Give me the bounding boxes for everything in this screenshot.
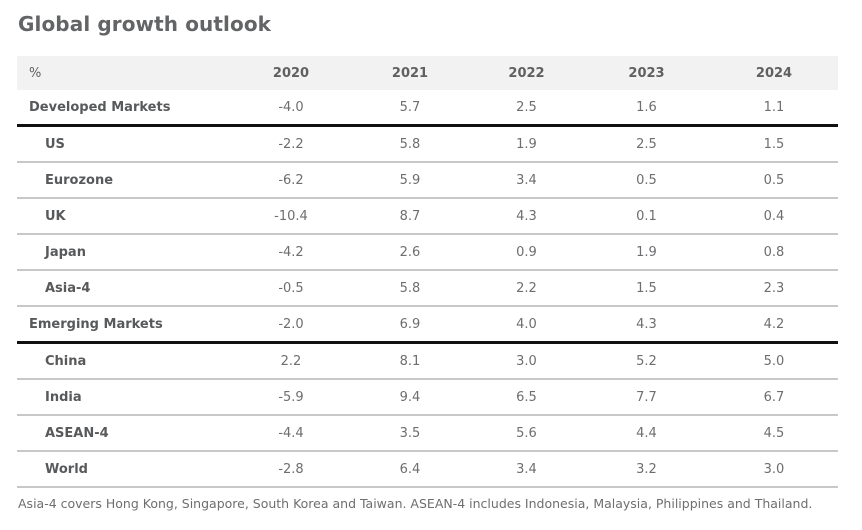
table-cell: 5.0 bbox=[710, 342, 838, 380]
table-cell: 1.5 bbox=[710, 125, 838, 163]
table-cell: -10.4 bbox=[232, 198, 350, 235]
growth-table: % 2020 2021 2022 2023 2024 Developed Markets -… bbox=[17, 56, 838, 488]
table-group-row: Developed Markets -4.0 5.7 2.5 1.6 1.1 bbox=[17, 90, 838, 127]
table-cell: -2.2 bbox=[232, 125, 350, 163]
table-cell: 4.3 bbox=[583, 306, 710, 344]
table-cell: 3.2 bbox=[583, 451, 710, 488]
table-cell: 8.1 bbox=[350, 342, 470, 380]
table-body: Developed Markets -4.0 5.7 2.5 1.6 1.1 US -2.2 5… bbox=[17, 90, 838, 488]
table-cell: 3.0 bbox=[710, 451, 838, 488]
table-cell: 0.5 bbox=[710, 162, 838, 199]
table-cell: 4.5 bbox=[710, 415, 838, 452]
unit-header: % bbox=[29, 65, 42, 81]
table-cell: 1.9 bbox=[583, 234, 710, 271]
table-group-row: Emerging Markets -2.0 6.9 4.0 4.3 4.2 bbox=[17, 306, 838, 344]
table-cell: 2.5 bbox=[583, 125, 710, 163]
table-cell: 1.9 bbox=[470, 125, 583, 163]
table-row: UK -10.4 8.7 4.3 0.1 0.4 bbox=[17, 198, 838, 235]
footnote: Asia-4 covers Hong Kong, Singapore, Sout… bbox=[18, 496, 813, 511]
table-cell: -4.4 bbox=[232, 415, 350, 452]
table-cell: 5.2 bbox=[583, 342, 710, 380]
row-label: UK bbox=[17, 198, 232, 235]
table-cell: 6.5 bbox=[470, 379, 583, 416]
row-label: US bbox=[17, 125, 232, 163]
table-cell: 0.8 bbox=[710, 234, 838, 271]
table-cell: 0.9 bbox=[470, 234, 583, 271]
table-cell: 1.5 bbox=[583, 270, 710, 307]
table-cell: 2.5 bbox=[470, 90, 583, 127]
row-label: Asia-4 bbox=[17, 270, 232, 307]
row-label: Eurozone bbox=[17, 162, 232, 199]
year-header: 2022 bbox=[508, 65, 545, 81]
row-label: Emerging Markets bbox=[17, 306, 232, 344]
table-cell: 7.7 bbox=[583, 379, 710, 416]
table-cell: 4.4 bbox=[583, 415, 710, 452]
year-header: 2020 bbox=[272, 65, 310, 81]
table-cell: 0.1 bbox=[583, 198, 710, 235]
row-label: World bbox=[17, 451, 232, 488]
row-label: India bbox=[17, 379, 232, 416]
table-row: World -2.8 6.4 3.4 3.2 3.0 bbox=[17, 451, 838, 488]
table-cell: 3.4 bbox=[470, 162, 583, 199]
table-row: Eurozone -6.2 5.9 3.4 0.5 0.5 bbox=[17, 162, 838, 199]
table-row: US -2.2 5.8 1.9 2.5 1.5 bbox=[17, 125, 838, 163]
table-cell: -5.9 bbox=[232, 379, 350, 416]
table-cell: 0.4 bbox=[710, 198, 838, 235]
table-cell: 5.9 bbox=[350, 162, 470, 199]
table-cell: 1.6 bbox=[583, 90, 710, 127]
year-header: 2024 bbox=[755, 65, 793, 81]
table-cell: -2.0 bbox=[232, 306, 350, 344]
table-cell: 8.7 bbox=[350, 198, 470, 235]
year-header: 2023 bbox=[628, 65, 665, 81]
table-cell: 3.4 bbox=[470, 451, 583, 488]
row-label: ASEAN-4 bbox=[17, 415, 232, 452]
table-cell: 5.8 bbox=[350, 270, 470, 307]
table-cell: 3.0 bbox=[470, 342, 583, 380]
table-cell: -4.0 bbox=[232, 90, 350, 127]
table-cell: 0.5 bbox=[583, 162, 710, 199]
table-cell: 2.3 bbox=[710, 270, 838, 307]
table-cell: -2.8 bbox=[232, 451, 350, 488]
page-title: Global growth outlook bbox=[18, 12, 272, 36]
table-cell: -6.2 bbox=[232, 162, 350, 199]
table-cell: -4.2 bbox=[232, 234, 350, 271]
table-cell: 6.7 bbox=[710, 379, 838, 416]
row-label: Japan bbox=[17, 234, 232, 271]
table-cell: 5.8 bbox=[350, 125, 470, 163]
table-row: Asia-4 -0.5 5.8 2.2 1.5 2.3 bbox=[17, 270, 838, 307]
table-cell: 3.5 bbox=[350, 415, 470, 452]
table-cell: -0.5 bbox=[232, 270, 350, 307]
year-header: 2021 bbox=[391, 65, 429, 81]
table-cell: 2.2 bbox=[232, 342, 350, 380]
table-cell: 4.3 bbox=[470, 198, 583, 235]
table-row: India -5.9 9.4 6.5 7.7 6.7 bbox=[17, 379, 838, 416]
table-row: Japan -4.2 2.6 0.9 1.9 0.8 bbox=[17, 234, 838, 271]
table-cell: 6.9 bbox=[350, 306, 470, 344]
table-cell: 5.6 bbox=[470, 415, 583, 452]
table-cell: 6.4 bbox=[350, 451, 470, 488]
table-header-row: % 2020 2021 2022 2023 2024 bbox=[17, 56, 838, 90]
table-cell: 1.1 bbox=[710, 90, 838, 127]
table-row: China 2.2 8.1 3.0 5.2 5.0 bbox=[17, 342, 838, 380]
table-cell: 4.0 bbox=[470, 306, 583, 344]
table-row: ASEAN-4 -4.4 3.5 5.6 4.4 4.5 bbox=[17, 415, 838, 452]
table-cell: 4.2 bbox=[710, 306, 838, 344]
table-cell: 2.6 bbox=[350, 234, 470, 271]
table-cell: 9.4 bbox=[350, 379, 470, 416]
row-label: China bbox=[17, 342, 232, 380]
row-label: Developed Markets bbox=[17, 90, 232, 127]
table-cell: 2.2 bbox=[470, 270, 583, 307]
table-cell: 5.7 bbox=[350, 90, 470, 127]
